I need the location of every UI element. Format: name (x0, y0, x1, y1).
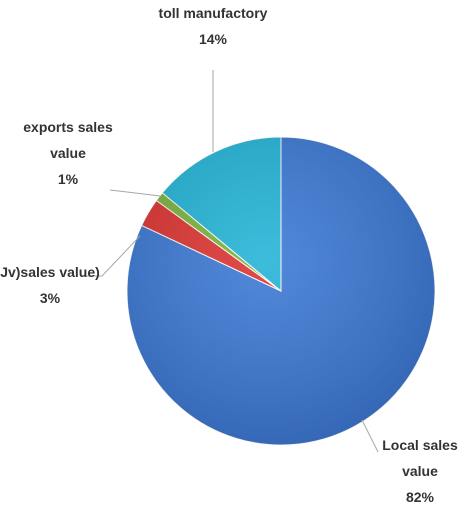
leader-line (361, 419, 379, 453)
data-label: Jv)sales value) 3% (0, 259, 100, 311)
shading (127, 137, 435, 445)
data-label: toll manufactory 14% (143, 0, 283, 52)
leader-line (82, 235, 141, 277)
category-label: Jv)sales value) (0, 264, 100, 280)
data-label: exports sales value 1% (8, 114, 128, 192)
category-label: Local sales value (382, 437, 458, 479)
value-label: 14% (198, 31, 228, 47)
value-label: 1% (57, 171, 79, 187)
value-label: 3% (39, 290, 61, 306)
category-label: exports sales value (23, 119, 113, 161)
data-label: Local sales value 82% (370, 432, 470, 510)
value-label: 82% (405, 489, 435, 505)
leader-line (109, 189, 161, 197)
category-label: toll manufactory (158, 5, 268, 21)
